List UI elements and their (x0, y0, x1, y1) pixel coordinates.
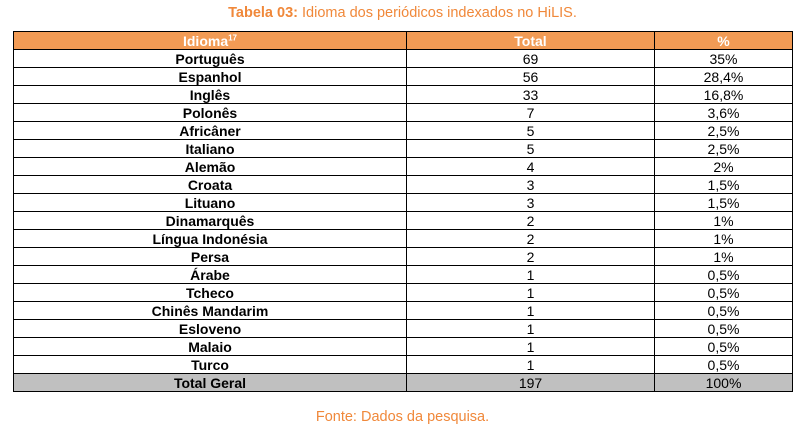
row-language: Dinamarquês (13, 211, 407, 230)
table-caption: Tabela 03: Idioma dos periódicos indexad… (0, 5, 805, 21)
table-row: Africâner 5 2,5% (13, 121, 793, 140)
row-percent: 1,5% (654, 175, 793, 194)
table-row: Croata 3 1,5% (13, 175, 793, 194)
table-row: Tcheco 1 0,5% (13, 283, 793, 302)
row-percent: 1% (654, 229, 793, 248)
row-percent: 28,4% (654, 67, 793, 86)
row-total: 69 (406, 49, 655, 68)
table-row: Chinês Mandarim 1 0,5% (13, 301, 793, 320)
row-total: 4 (406, 157, 655, 176)
row-total: 56 (406, 67, 655, 86)
table-row: Espanhol 56 28,4% (13, 67, 793, 86)
table-row: Árabe 1 0,5% (13, 265, 793, 284)
table-row: Língua Indonésia 2 1% (13, 229, 793, 248)
table-row: Inglês 33 16,8% (13, 85, 793, 104)
row-language: Africâner (13, 121, 407, 140)
footnote-marker: 17 (228, 32, 238, 42)
total-label: Total Geral (13, 373, 407, 392)
caption-text: Idioma dos periódicos indexados no HiLIS… (302, 5, 577, 21)
row-percent: 0,5% (654, 337, 793, 356)
row-total: 33 (406, 85, 655, 104)
table-row: Malaio 1 0,5% (13, 337, 793, 356)
language-table: Idioma17 Total % Português 69 35% Espanhol 5… (13, 31, 793, 392)
row-percent: 2% (654, 157, 793, 176)
header-total: Total (406, 31, 655, 50)
row-total: 2 (406, 229, 655, 248)
row-total: 1 (406, 337, 655, 356)
table-row: Polonês 7 3,6% (13, 103, 793, 122)
source-note: Fonte: Dados da pesquisa. (315, 409, 490, 425)
row-percent: 1,5% (654, 193, 793, 212)
row-percent: 35% (654, 49, 793, 68)
row-language: Português (13, 49, 407, 68)
row-percent: 1% (654, 211, 793, 230)
row-language: Espanhol (13, 67, 407, 86)
row-language: Esloveno (13, 319, 407, 338)
row-percent: 0,5% (654, 355, 793, 374)
row-percent: 16,8% (654, 85, 793, 104)
row-percent: 2,5% (654, 121, 793, 140)
row-language: Inglês (13, 85, 407, 104)
row-language: Turco (13, 355, 407, 374)
row-language: Tcheco (13, 283, 407, 302)
row-total: 3 (406, 193, 655, 212)
table-row: Italiano 5 2,5% (13, 139, 793, 158)
table-row: Lituano 3 1,5% (13, 193, 793, 212)
row-total: 2 (406, 247, 655, 266)
row-total: 3 (406, 175, 655, 194)
row-percent: 2,5% (654, 139, 793, 158)
table-row: Esloveno 1 0,5% (13, 319, 793, 338)
row-total: 2 (406, 211, 655, 230)
header-language-label: Idioma (182, 32, 229, 49)
header-language: Idioma17 (13, 31, 407, 50)
row-language: Croata (13, 175, 407, 194)
table-row: Persa 2 1% (13, 247, 793, 266)
table-row: Português 69 35% (13, 49, 793, 68)
row-percent: 3,6% (654, 103, 793, 122)
row-language: Alemão (13, 157, 407, 176)
total-count: 197 (406, 373, 655, 392)
total-row: Total Geral 197 100% (13, 373, 793, 392)
row-total: 1 (406, 319, 655, 338)
row-total: 7 (406, 103, 655, 122)
table-body: Português 69 35% Espanhol 56 28,4% Inglês 33 16,… (13, 49, 793, 374)
header-row: Idioma17 Total % (13, 31, 793, 50)
row-language: Italiano (13, 139, 407, 158)
row-percent: 0,5% (654, 265, 793, 284)
row-percent: 0,5% (654, 319, 793, 338)
row-total: 5 (406, 139, 655, 158)
row-language: Persa (13, 247, 407, 266)
row-percent: 1% (654, 247, 793, 266)
row-language: Lituano (13, 193, 407, 212)
table-row: Dinamarquês 2 1% (13, 211, 793, 230)
caption-label: Tabela 03: (228, 5, 298, 21)
row-total: 1 (406, 265, 655, 284)
row-percent: 0,5% (654, 301, 793, 320)
row-language: Árabe (13, 265, 407, 284)
row-language: Malaio (13, 337, 407, 356)
table-row: Turco 1 0,5% (13, 355, 793, 374)
row-percent: 0,5% (654, 283, 793, 302)
row-language: Polonês (13, 103, 407, 122)
total-percent: 100% (654, 373, 793, 392)
table-row: Alemão 4 2% (13, 157, 793, 176)
row-language: Língua Indonésia (13, 229, 407, 248)
header-percent: % (654, 31, 793, 50)
row-total: 1 (406, 283, 655, 302)
row-total: 5 (406, 121, 655, 140)
row-total: 1 (406, 301, 655, 320)
row-language: Chinês Mandarim (13, 301, 407, 320)
row-total: 1 (406, 355, 655, 374)
